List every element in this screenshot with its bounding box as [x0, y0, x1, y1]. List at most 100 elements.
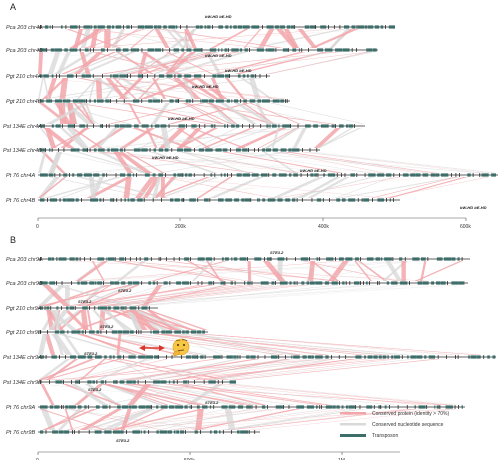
gene-mark: [344, 173, 346, 177]
transposon-block: [154, 124, 160, 128]
transposon-block: [127, 281, 133, 285]
transposon-block: [317, 48, 324, 52]
nucleotide-ribbon: [231, 384, 465, 405]
transposon-block: [81, 74, 85, 78]
transposon-block: [282, 124, 291, 128]
nucleotide-ribbon: [116, 261, 146, 281]
nucleotide-ribbon: [297, 177, 341, 198]
transposon-block: [415, 173, 421, 177]
gene-mark: [168, 124, 170, 128]
gene-mark: [283, 405, 284, 409]
gene-mark: [102, 198, 104, 202]
transposon-block: [279, 281, 288, 285]
gene-mark: [158, 257, 160, 261]
transposon-block: [71, 330, 77, 334]
protein-ribbon: [79, 52, 91, 74]
transposon-block: [292, 48, 297, 52]
nucleotide-ribbon: [290, 177, 375, 198]
transposon-block: [204, 25, 207, 29]
transposon-block: [99, 198, 102, 202]
transposon-block: [168, 405, 175, 409]
gene-mark: [130, 74, 132, 78]
gene-mark: [149, 148, 151, 152]
gene-mark: [124, 257, 126, 261]
track-label: Pgt 210 chr9A: [6, 306, 42, 312]
transposon-block: [324, 281, 330, 285]
transposon-block: [389, 198, 391, 202]
gene-mark: [47, 330, 48, 334]
transposon-block: [156, 405, 159, 409]
gene-mark: [123, 99, 125, 103]
gene-mark: [92, 124, 94, 128]
axis-tick-label: 0: [36, 458, 39, 460]
gene-mark: [127, 74, 128, 78]
protein-ribbon: [153, 177, 176, 198]
transposon-block: [154, 25, 158, 29]
transposon-block: [226, 355, 233, 359]
gene-mark: [250, 198, 252, 202]
transposon-block: [399, 257, 403, 261]
gene-mark: [328, 25, 329, 29]
transposon-block: [265, 148, 271, 152]
gene-label: STE3.2: [84, 351, 98, 356]
gene-mark: [115, 173, 117, 177]
gene-mark: [79, 380, 80, 384]
protein-ribbon: [165, 52, 187, 74]
nucleotide-ribbon: [317, 128, 354, 148]
nucleotide-ribbon: [69, 384, 109, 405]
transposon-block: [251, 25, 260, 29]
nucleotide-ribbon: [51, 334, 73, 355]
gene-mark: [178, 99, 180, 103]
gene-mark: [58, 148, 60, 152]
nucleotide-ribbon: [271, 177, 325, 198]
transposon-block: [481, 173, 489, 177]
panel-a-axis: 0 200k 400k 600k: [36, 217, 471, 230]
transposon-block: [205, 148, 213, 152]
transposon-block: [240, 430, 249, 434]
nucleotide-ribbon: [179, 334, 407, 355]
protein-ribbon: [105, 78, 128, 99]
gene-mark: [138, 330, 140, 334]
transposon-block: [367, 25, 374, 29]
transposon-block: [218, 25, 223, 29]
protein-ribbon: [183, 384, 332, 405]
gene-label: bW-HD bE-HD: [168, 116, 195, 121]
gene-mark: [105, 380, 107, 384]
nucleotide-ribbon: [84, 103, 96, 124]
gene-mark: [181, 355, 182, 359]
gene-mark: [252, 124, 254, 128]
transposon-block: [247, 281, 251, 285]
transposon-block: [90, 25, 93, 29]
transposon-block: [410, 173, 416, 177]
transposon-block: [163, 25, 167, 29]
protein-ribbon: [127, 384, 152, 405]
transposon-block: [161, 330, 166, 334]
nucleotide-ribbon: [76, 78, 99, 99]
transposon-block: [66, 306, 69, 310]
transposon-block: [430, 173, 436, 177]
protein-ribbon: [152, 177, 211, 198]
gene-mark: [249, 48, 250, 52]
protein-ribbon: [213, 52, 306, 74]
transposon-block: [271, 281, 275, 285]
transposon-block: [277, 257, 285, 261]
track-label: Pt 76 chr4A: [6, 173, 35, 179]
transposon-block: [239, 48, 243, 52]
protein-ribbon: [229, 359, 441, 380]
track-label: Pt 76 chr4B: [6, 198, 35, 204]
gene-mark: [341, 173, 342, 177]
protein-ribbon: [75, 261, 109, 281]
transposon-block: [87, 380, 92, 384]
transposon-block: [77, 355, 86, 359]
gene-mark: [231, 173, 232, 177]
transposon-block: [141, 306, 148, 310]
gene-mark: [275, 48, 277, 52]
gene-label: STE3.2: [205, 400, 219, 405]
transposon-block: [188, 99, 191, 103]
protein-ribbon: [125, 152, 165, 173]
nucleotide-ribbon: [56, 52, 71, 74]
transposon-block: [69, 48, 78, 52]
transposon-block: [172, 380, 175, 384]
transposon-block: [272, 148, 278, 152]
transposon-block: [315, 405, 318, 409]
